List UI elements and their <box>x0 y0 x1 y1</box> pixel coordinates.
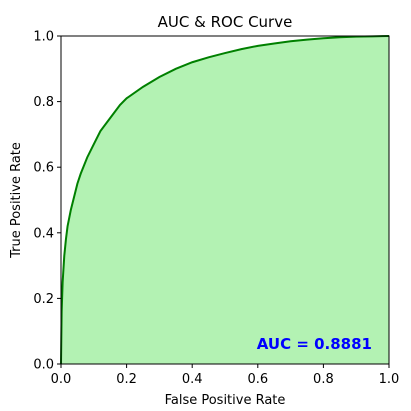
x-axis-ticks: 0.0 0.2 0.4 0.6 0.8 1.0 <box>51 364 400 387</box>
plot-frame <box>60 35 390 365</box>
x-tick-label: 0.2 <box>116 372 137 387</box>
roc-area-fill <box>61 36 389 364</box>
y-tick-label: 1.0 <box>33 30 54 45</box>
y-tick-label: 0.6 <box>33 161 54 176</box>
plot-area <box>60 35 390 365</box>
x-tick-label: 0.8 <box>313 372 334 387</box>
y-tick-label: 0.8 <box>33 95 54 110</box>
y-tick-label: 0.0 <box>33 358 54 373</box>
y-tick-label: 0.2 <box>33 292 54 307</box>
x-tick-label: 1.0 <box>379 372 400 387</box>
x-tick-label: 0.6 <box>247 372 268 387</box>
roc-curve-line <box>60 35 390 365</box>
x-tick-label: 0.0 <box>51 372 72 387</box>
y-axis-title: True Positive Rate <box>9 142 24 259</box>
chart-title: AUC & ROC Curve <box>158 13 293 31</box>
y-tick-label: 0.4 <box>33 226 54 241</box>
x-tick-label: 0.4 <box>182 372 203 387</box>
x-axis-title: False Positive Rate <box>165 393 286 408</box>
auc-annotation: AUC = 0.8881 <box>257 335 372 353</box>
y-axis-ticks: 0.0 0.2 0.4 0.6 0.8 1.0 <box>33 30 61 373</box>
